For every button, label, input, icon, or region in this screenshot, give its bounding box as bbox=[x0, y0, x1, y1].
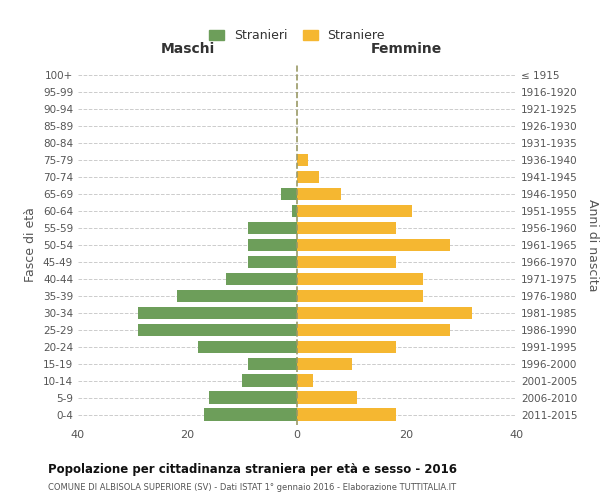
Bar bbox=[242, 374, 297, 387]
Bar bbox=[248, 358, 297, 370]
Bar bbox=[176, 290, 297, 302]
Bar bbox=[292, 204, 297, 218]
Bar bbox=[297, 204, 412, 218]
Bar bbox=[297, 170, 319, 183]
Bar bbox=[297, 306, 472, 320]
Text: COMUNE DI ALBISOLA SUPERIORE (SV) - Dati ISTAT 1° gennaio 2016 - Elaborazione TU: COMUNE DI ALBISOLA SUPERIORE (SV) - Dati… bbox=[48, 484, 456, 492]
Bar bbox=[297, 324, 450, 336]
Bar bbox=[297, 340, 395, 353]
Y-axis label: Fasce di età: Fasce di età bbox=[25, 208, 37, 282]
Bar bbox=[226, 272, 297, 285]
Bar bbox=[248, 222, 297, 234]
Bar bbox=[297, 256, 395, 268]
Bar bbox=[248, 256, 297, 268]
Bar bbox=[297, 408, 395, 421]
Bar bbox=[297, 238, 450, 252]
Bar bbox=[248, 238, 297, 252]
Legend: Stranieri, Straniere: Stranieri, Straniere bbox=[204, 24, 390, 48]
Bar bbox=[297, 272, 423, 285]
Bar bbox=[297, 374, 313, 387]
Bar bbox=[297, 222, 395, 234]
Bar bbox=[297, 392, 357, 404]
Bar bbox=[281, 188, 297, 200]
Bar bbox=[297, 188, 341, 200]
Bar bbox=[199, 340, 297, 353]
Bar bbox=[138, 324, 297, 336]
Bar bbox=[209, 392, 297, 404]
Bar bbox=[138, 306, 297, 320]
Text: Popolazione per cittadinanza straniera per età e sesso - 2016: Popolazione per cittadinanza straniera p… bbox=[48, 462, 457, 475]
Text: Maschi: Maschi bbox=[160, 42, 215, 56]
Bar bbox=[297, 154, 308, 166]
Y-axis label: Anni di nascita: Anni di nascita bbox=[586, 198, 599, 291]
Bar bbox=[297, 290, 423, 302]
Text: Femmine: Femmine bbox=[371, 42, 442, 56]
Bar bbox=[204, 408, 297, 421]
Bar bbox=[297, 358, 352, 370]
